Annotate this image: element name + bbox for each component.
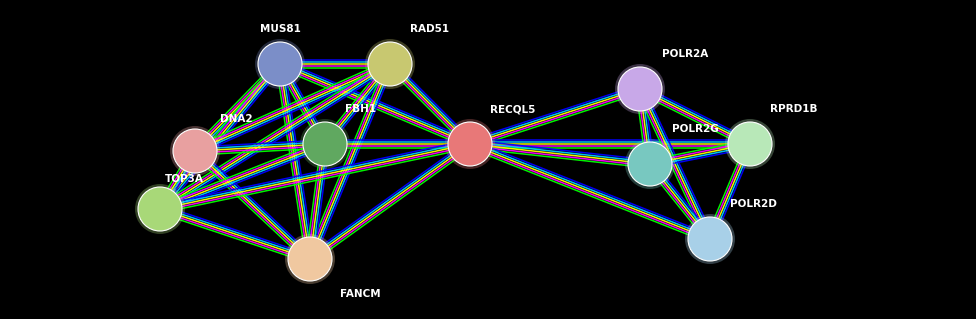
Circle shape [135,184,185,234]
Circle shape [368,42,412,86]
Circle shape [445,119,495,169]
Circle shape [365,39,415,89]
Circle shape [170,126,220,176]
Circle shape [688,217,732,261]
Text: DNA2: DNA2 [220,114,253,124]
Circle shape [255,39,305,89]
Circle shape [618,67,662,111]
Circle shape [303,122,347,166]
Circle shape [138,187,182,231]
Text: POLR2D: POLR2D [730,199,777,209]
Circle shape [615,64,665,114]
Text: TOP3A: TOP3A [165,174,204,184]
Circle shape [628,142,672,186]
Circle shape [288,237,332,281]
Text: FBH1: FBH1 [345,104,376,114]
Circle shape [725,119,775,169]
Circle shape [448,122,492,166]
Text: FANCM: FANCM [340,289,381,299]
Circle shape [173,129,217,173]
Circle shape [685,214,735,264]
Circle shape [300,119,350,169]
Text: POLR2A: POLR2A [662,49,709,59]
Text: MUS81: MUS81 [260,24,301,34]
Circle shape [285,234,335,284]
Circle shape [625,139,675,189]
Text: RPRD1B: RPRD1B [770,104,818,114]
Circle shape [728,122,772,166]
Text: POLR2G: POLR2G [672,124,718,134]
Text: RAD51: RAD51 [410,24,449,34]
Text: RECQL5: RECQL5 [490,104,536,114]
Circle shape [258,42,302,86]
